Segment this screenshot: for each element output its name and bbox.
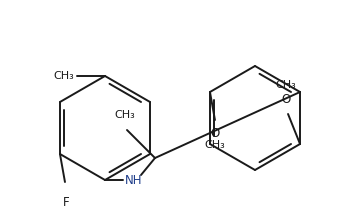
Text: NH: NH: [125, 173, 143, 187]
Text: CH₃: CH₃: [276, 80, 297, 90]
Text: CH₃: CH₃: [115, 110, 135, 120]
Text: O: O: [281, 93, 291, 106]
Text: CH₃: CH₃: [53, 71, 74, 81]
Text: F: F: [63, 196, 69, 209]
Text: CH₃: CH₃: [204, 140, 225, 150]
Text: O: O: [210, 127, 220, 140]
